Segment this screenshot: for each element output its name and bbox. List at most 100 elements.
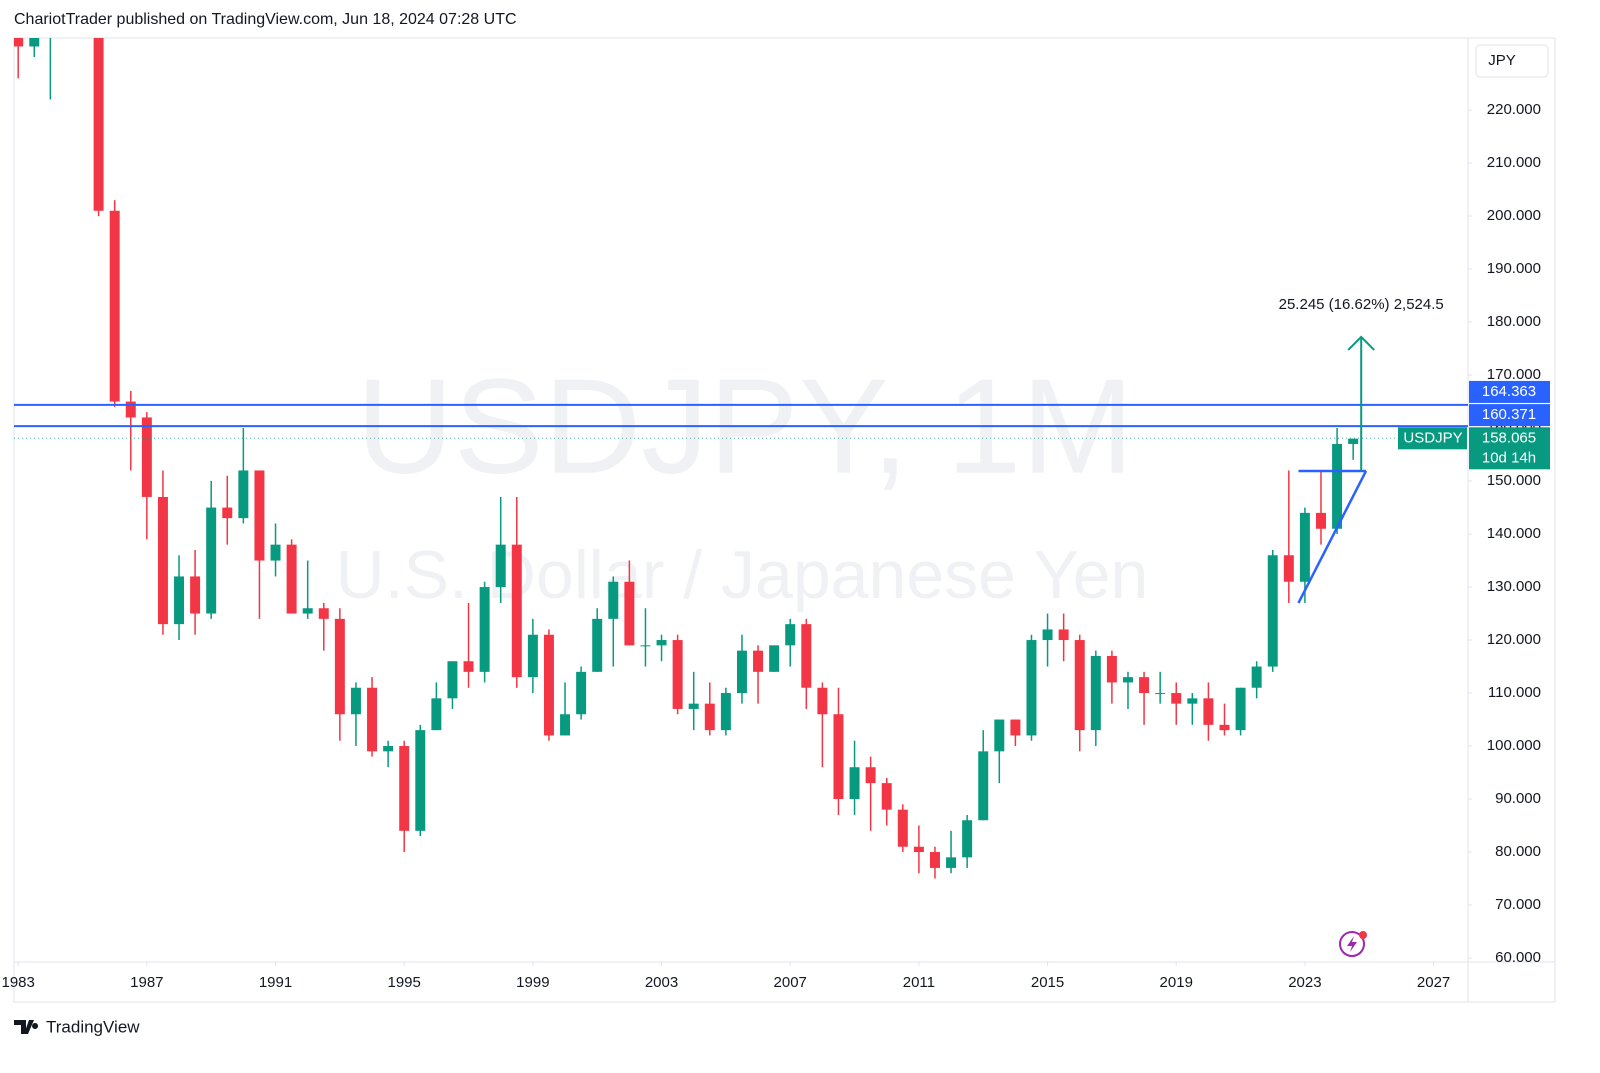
x-tick-label: 1987 xyxy=(130,974,163,991)
candle-body xyxy=(640,645,651,647)
candle-body xyxy=(1219,724,1230,731)
watermark-name: U.S. Dollar / Japanese Yen xyxy=(336,537,1149,613)
candle-body xyxy=(994,719,1005,752)
candle-body xyxy=(1203,698,1214,725)
candle-body xyxy=(769,645,780,672)
candle-body xyxy=(125,401,136,418)
frame xyxy=(13,37,1556,1003)
candle-body xyxy=(495,544,506,588)
candle-body xyxy=(1348,438,1359,444)
candle-body xyxy=(1026,640,1037,736)
candle-body xyxy=(1074,640,1085,731)
candle-body xyxy=(1042,629,1053,641)
candle-body xyxy=(946,857,957,868)
candle-body xyxy=(962,820,973,858)
candle-body xyxy=(350,687,361,715)
candle-body xyxy=(286,544,297,614)
candle-body xyxy=(1283,555,1294,582)
y-tick-label: 100.000 xyxy=(1487,737,1541,754)
candle-body xyxy=(785,624,796,646)
x-tick-label: 2023 xyxy=(1288,974,1321,991)
countdown-label: 10d 14h xyxy=(1482,449,1536,466)
candle-body xyxy=(1299,512,1310,582)
candle-body xyxy=(672,640,683,709)
candle-body xyxy=(817,687,828,715)
candle-body xyxy=(720,693,731,731)
candle-body xyxy=(624,581,635,646)
candle-body xyxy=(14,38,24,47)
candle-body xyxy=(463,661,474,672)
y-tick-label: 70.000 xyxy=(1495,896,1541,913)
x-tick-label: 1995 xyxy=(388,974,421,991)
candle-body xyxy=(318,608,329,619)
candle-body xyxy=(1106,655,1117,683)
candle-body xyxy=(254,470,265,561)
candle-body xyxy=(1251,666,1262,688)
y-tick-label: 190.000 xyxy=(1487,260,1541,277)
symbol-tag xyxy=(1398,427,1467,450)
candle-body xyxy=(1171,693,1182,704)
candle-body xyxy=(929,852,940,868)
tv-logo xyxy=(14,1020,39,1034)
y-tick-label: 80.000 xyxy=(1495,843,1541,860)
candle-body xyxy=(238,470,249,519)
candle-body xyxy=(1155,693,1166,695)
x-tick-label: 2019 xyxy=(1160,974,1193,991)
candle-body xyxy=(383,746,394,752)
candle-body xyxy=(560,714,571,736)
candle-body xyxy=(190,576,201,614)
candle-body xyxy=(1139,677,1150,694)
candle-body xyxy=(1267,555,1278,667)
candle-body xyxy=(801,624,812,688)
x-tick-label: 2007 xyxy=(774,974,807,991)
measure-arrowhead xyxy=(1347,335,1375,351)
candle-body xyxy=(688,703,699,709)
candle-body xyxy=(174,576,185,625)
candle-body xyxy=(447,661,458,699)
price-tag xyxy=(1469,404,1550,427)
candle-body xyxy=(704,703,715,731)
candle-body xyxy=(978,751,989,821)
y-tick-label: 180.000 xyxy=(1487,313,1541,330)
y-tick-label: 200.000 xyxy=(1487,207,1541,224)
candle-body xyxy=(833,714,844,800)
candle-body xyxy=(431,698,442,731)
candle-body xyxy=(1090,655,1101,731)
y-tick-label: 210.000 xyxy=(1487,154,1541,171)
y-tick-label: 130.000 xyxy=(1487,578,1541,595)
candle-body xyxy=(1058,629,1069,641)
candle-body xyxy=(479,587,490,672)
y-tick-label: 220.000 xyxy=(1487,101,1541,118)
candle-body xyxy=(206,507,217,614)
flash-icon xyxy=(1339,931,1367,957)
x-tick-label: 2011 xyxy=(903,974,935,991)
currency-button[interactable] xyxy=(1475,44,1549,78)
x-tick-label: 1983 xyxy=(1,974,34,991)
price-tag-label: 164.363 xyxy=(1482,383,1536,400)
x-tick-label: 2027 xyxy=(1417,974,1450,991)
candle-body xyxy=(415,730,426,831)
candle-body xyxy=(608,581,619,619)
pattern-rising xyxy=(1297,470,1368,604)
x-tick-label: 2003 xyxy=(645,974,678,991)
candle-body xyxy=(592,618,603,672)
candle-body xyxy=(511,544,522,678)
candle-body xyxy=(270,544,281,561)
candle-body xyxy=(334,618,345,715)
price-tag xyxy=(1469,380,1550,403)
candle-body xyxy=(29,38,40,47)
price-tag-label: 160.371 xyxy=(1482,406,1536,423)
footer-brand: TradingView xyxy=(46,1017,140,1036)
candle-body xyxy=(367,687,378,752)
y-tick-label: 170.000 xyxy=(1487,366,1541,383)
candle-body xyxy=(736,650,747,694)
candle-body xyxy=(1187,698,1198,704)
y-tick-label: 90.000 xyxy=(1495,790,1541,807)
candle-body xyxy=(849,767,860,800)
candle-body xyxy=(897,809,908,847)
plot xyxy=(14,38,1468,879)
candle-body xyxy=(399,746,410,831)
candle-body xyxy=(881,783,892,810)
